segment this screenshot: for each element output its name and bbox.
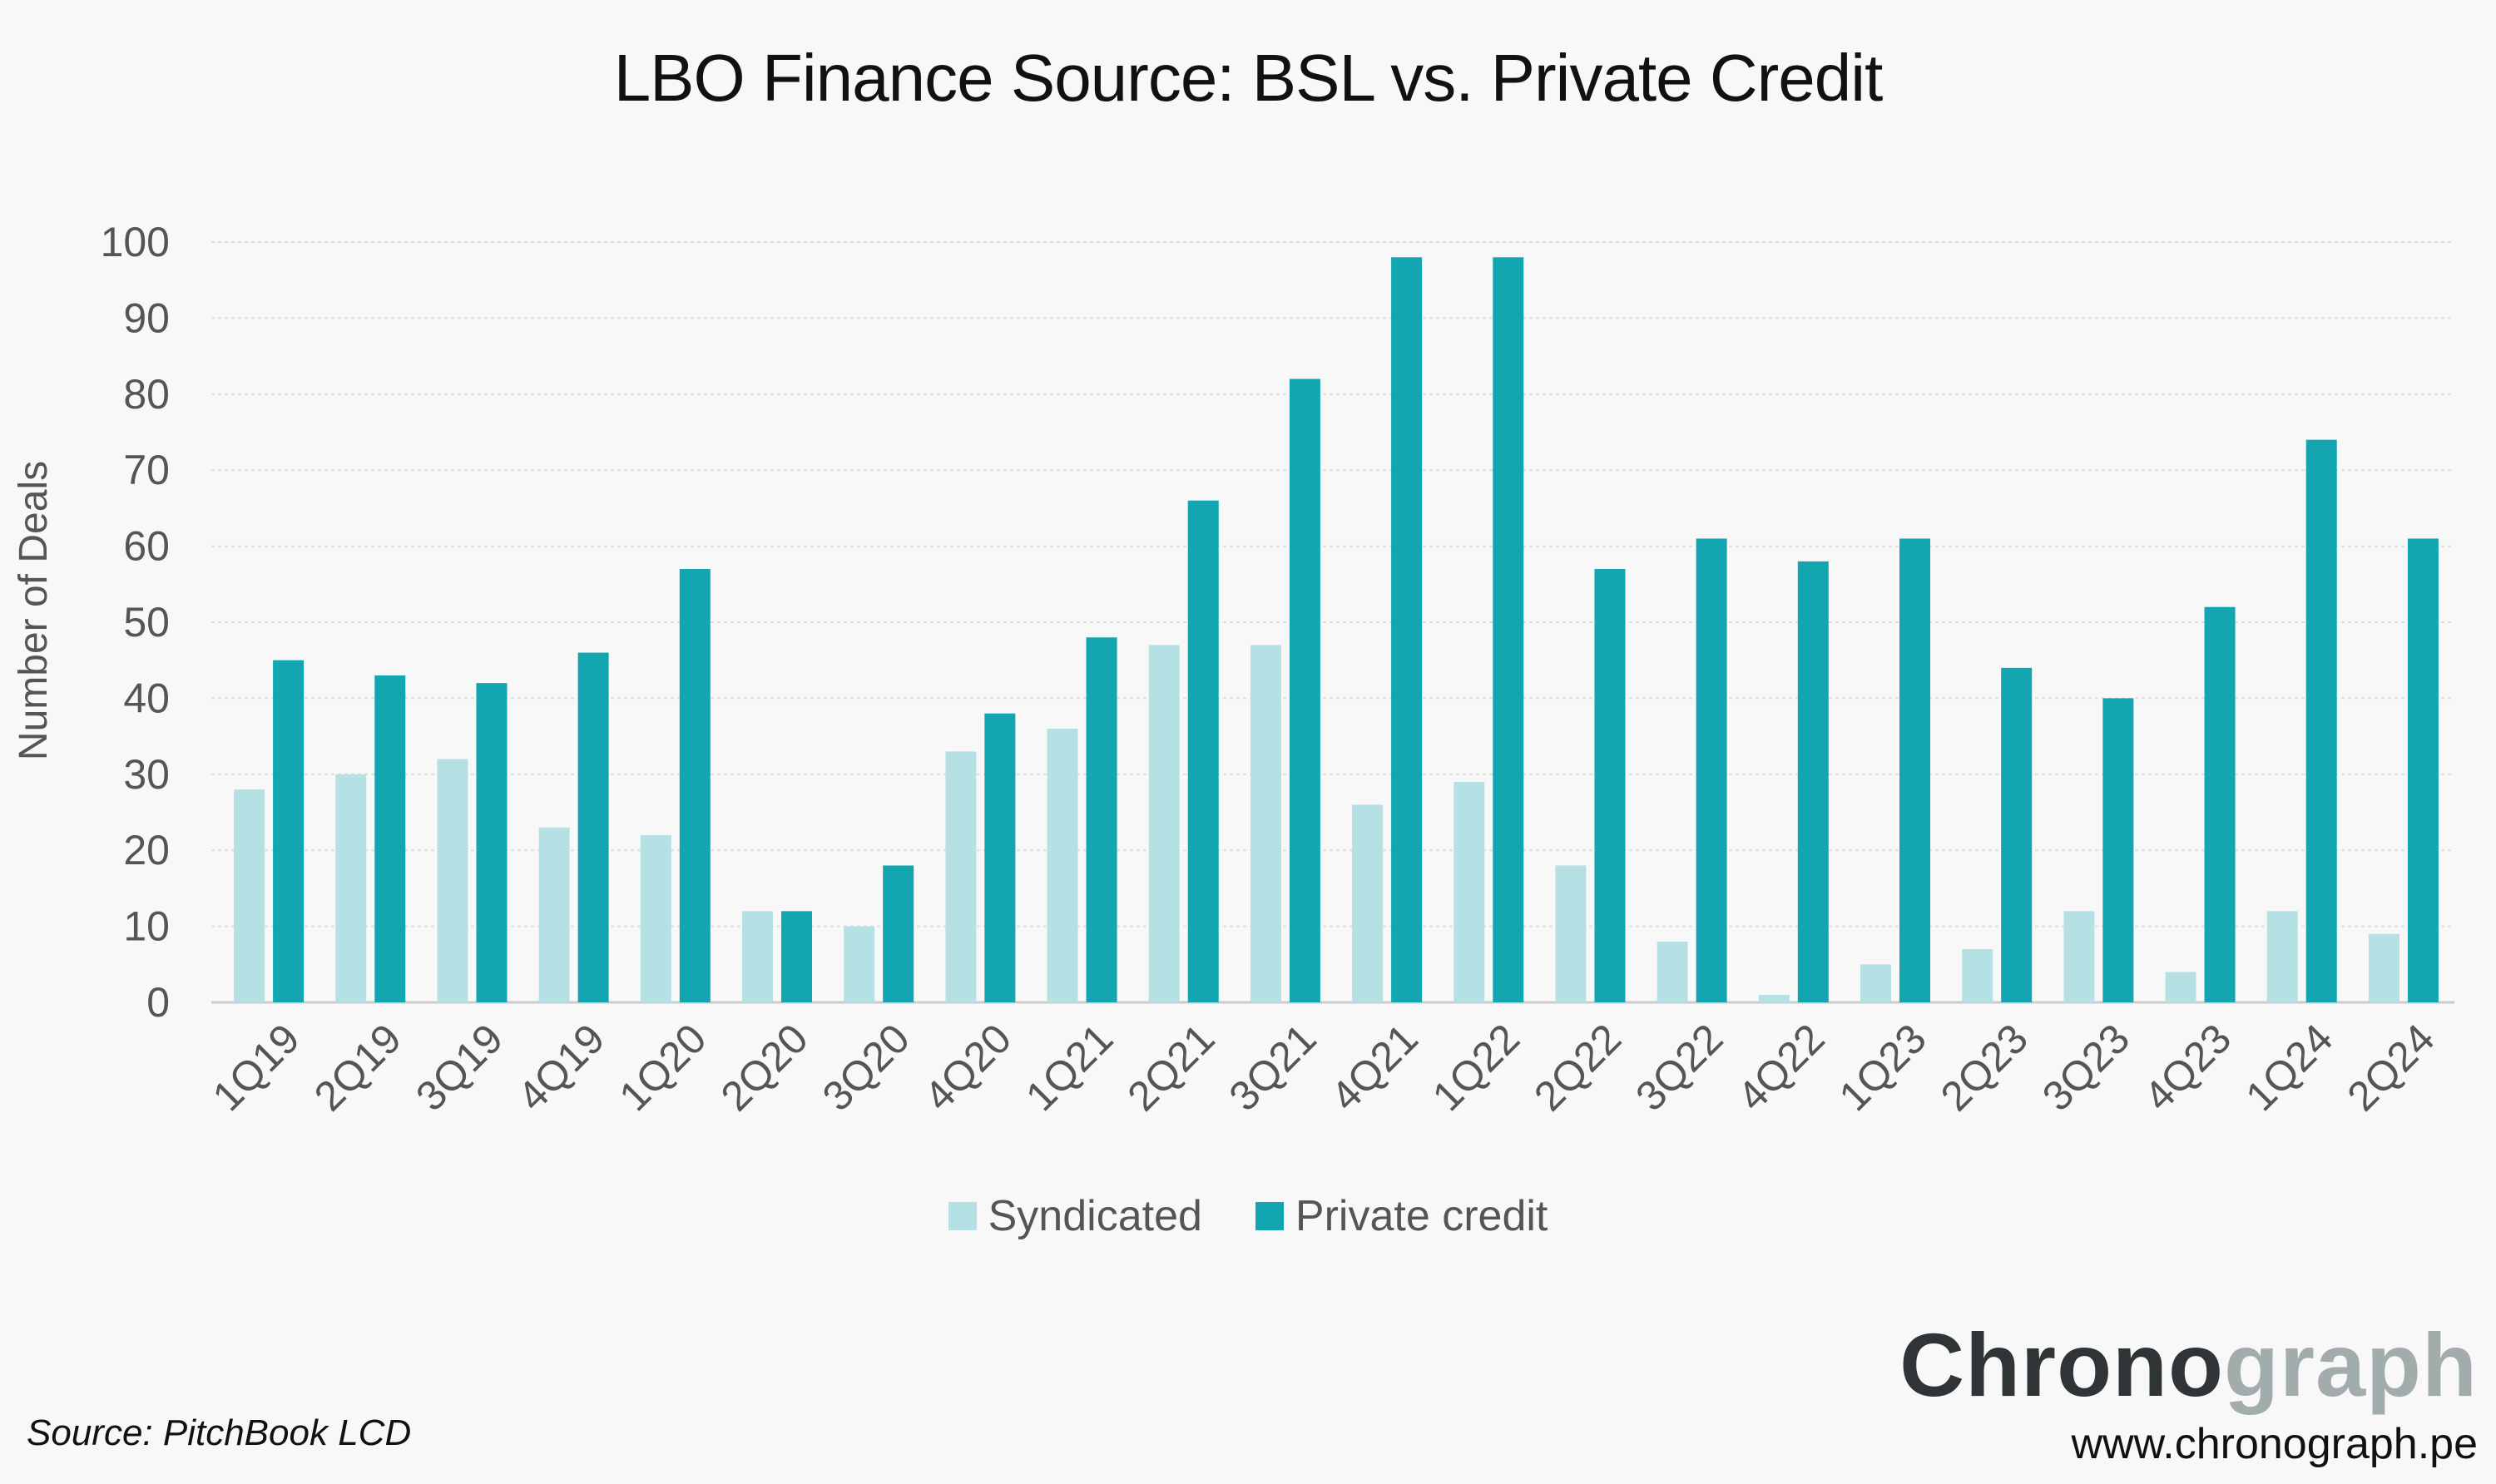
bar-private-credit-2q22[interactable] — [1594, 569, 1626, 1002]
bar-syndicated-4q20[interactable] — [945, 751, 977, 1002]
x-tick-label: 4Q23 — [2135, 1015, 2240, 1120]
bar-private-credit-3q22[interactable] — [1696, 538, 1727, 1002]
bar-private-credit-3q23[interactable] — [2102, 698, 2134, 1002]
bar-syndicated-1q19[interactable] — [234, 789, 265, 1002]
bar-private-credit-2q21[interactable] — [1187, 500, 1219, 1002]
brand-logo: Chronograph — [1899, 1313, 2478, 1417]
bar-private-credit-2q24[interactable] — [2407, 538, 2439, 1002]
x-tick-label: 1Q19 — [204, 1015, 309, 1120]
bar-syndicated-1q21[interactable] — [1047, 728, 1078, 1002]
x-tick-label: 1Q21 — [1017, 1015, 1122, 1120]
bar-syndicated-3q21[interactable] — [1250, 645, 1281, 1002]
x-tick-label: 1Q22 — [1424, 1015, 1528, 1120]
y-tick-label: 80 — [123, 371, 170, 418]
y-tick-label: 70 — [123, 447, 170, 493]
legend-swatch-private-credit — [1255, 1202, 1284, 1230]
x-tick-label: 2Q21 — [1118, 1015, 1223, 1120]
x-tick-label: 4Q22 — [1728, 1015, 1833, 1120]
y-tick-label: 40 — [123, 675, 170, 721]
brand-logo-dark: Chrono — [1899, 1314, 2224, 1415]
x-tick-label: 2Q23 — [1932, 1015, 2037, 1120]
bar-syndicated-4q21[interactable] — [1352, 804, 1384, 1002]
bar-syndicated-3q23[interactable] — [2063, 911, 2095, 1002]
bar-syndicated-2q22[interactable] — [1555, 865, 1587, 1002]
bar-syndicated-3q22[interactable] — [1657, 941, 1688, 1002]
x-tick-label: 4Q20 — [915, 1015, 1020, 1120]
bar-private-credit-3q20[interactable] — [883, 865, 914, 1002]
x-tick-label: 1Q23 — [1830, 1015, 1935, 1120]
x-tick-label: 3Q23 — [2033, 1015, 2138, 1120]
bar-syndicated-4q22[interactable] — [1758, 994, 1790, 1002]
bar-private-credit-2q19[interactable] — [374, 675, 406, 1002]
legend: Syndicated Private credit — [0, 1191, 2496, 1241]
bar-syndicated-1q22[interactable] — [1454, 781, 1485, 1002]
bar-syndicated-3q19[interactable] — [437, 759, 468, 1002]
y-tick-label: 100 — [101, 219, 170, 265]
x-tick-label: 3Q19 — [407, 1015, 512, 1120]
bar-private-credit-1q23[interactable] — [1899, 538, 1930, 1002]
legend-label-syndicated: Syndicated — [988, 1192, 1202, 1240]
y-tick-label: 0 — [146, 979, 170, 1026]
chart-title: LBO Finance Source: BSL vs. Private Cred… — [613, 41, 1884, 115]
bar-syndicated-2q24[interactable] — [2368, 933, 2399, 1002]
x-tick-label: 4Q21 — [1322, 1015, 1427, 1120]
bar-private-credit-4q23[interactable] — [2204, 606, 2236, 1002]
y-tick-label: 90 — [123, 294, 170, 341]
bar-private-credit-1q19[interactable] — [273, 660, 305, 1002]
bar-syndicated-1q23[interactable] — [1860, 964, 1891, 1002]
bar-syndicated-2q23[interactable] — [1962, 949, 1993, 1002]
y-axis-ticks: 0 10 20 30 40 50 60 70 80 90 100 — [101, 219, 170, 1026]
x-tick-label: 3Q22 — [1627, 1015, 1731, 1120]
bar-private-credit-4q20[interactable] — [984, 713, 1016, 1002]
bar-private-credit-4q22[interactable] — [1797, 561, 1829, 1002]
bar-syndicated-1q24[interactable] — [2266, 911, 2298, 1002]
bar-private-credit-3q21[interactable] — [1289, 378, 1320, 1002]
bar-private-credit-1q21[interactable] — [1086, 637, 1117, 1002]
bar-private-credit-1q22[interactable] — [1493, 257, 1524, 1002]
y-tick-label: 60 — [123, 523, 170, 570]
x-axis-ticks: 1Q192Q193Q194Q191Q202Q203Q204Q201Q212Q21… — [204, 1015, 2444, 1120]
legend-item-private-credit[interactable]: Private credit — [1255, 1191, 1548, 1241]
bar-syndicated-4q19[interactable] — [538, 827, 570, 1002]
bars — [234, 257, 2439, 1002]
bar-private-credit-4q19[interactable] — [577, 652, 609, 1002]
bar-private-credit-1q20[interactable] — [679, 569, 711, 1002]
x-tick-label: 2Q20 — [712, 1015, 817, 1120]
y-tick-label: 30 — [123, 751, 170, 798]
bar-syndicated-2q20[interactable] — [742, 911, 773, 1002]
bar-private-credit-4q21[interactable] — [1391, 257, 1423, 1002]
website-link[interactable]: www.chronograph.pe — [2071, 1420, 2478, 1468]
bar-syndicated-2q19[interactable] — [335, 774, 367, 1002]
bar-syndicated-1q20[interactable] — [640, 834, 671, 1002]
legend-item-syndicated[interactable]: Syndicated — [948, 1191, 1202, 1241]
bar-private-credit-1q24[interactable] — [2305, 439, 2337, 1002]
x-tick-label: 2Q19 — [305, 1015, 410, 1120]
source-note: Source: PitchBook LCD — [27, 1412, 412, 1453]
x-tick-label: 2Q24 — [2339, 1015, 2444, 1120]
bar-private-credit-2q23[interactable] — [2001, 667, 2033, 1002]
x-tick-label: 1Q20 — [610, 1015, 715, 1120]
bar-private-credit-2q20[interactable] — [781, 911, 812, 1002]
x-tick-label: 1Q24 — [2236, 1015, 2341, 1120]
x-tick-label: 4Q19 — [508, 1015, 613, 1120]
bar-syndicated-4q23[interactable] — [2165, 972, 2196, 1002]
brand-logo-light: graph — [2223, 1314, 2478, 1415]
bar-syndicated-2q21[interactable] — [1148, 645, 1180, 1002]
bar-private-credit-3q19[interactable] — [476, 683, 508, 1002]
x-tick-label: 2Q22 — [1525, 1015, 1630, 1120]
y-tick-label: 50 — [123, 599, 170, 646]
x-tick-label: 3Q21 — [1221, 1015, 1325, 1120]
y-axis-title: Number of Deals — [12, 461, 56, 760]
x-tick-label: 3Q20 — [814, 1015, 919, 1120]
bar-syndicated-3q20[interactable] — [844, 926, 875, 1002]
legend-swatch-syndicated — [948, 1202, 977, 1230]
y-tick-label: 20 — [123, 827, 170, 873]
legend-label-private-credit: Private credit — [1295, 1192, 1548, 1240]
y-tick-label: 10 — [123, 903, 170, 950]
